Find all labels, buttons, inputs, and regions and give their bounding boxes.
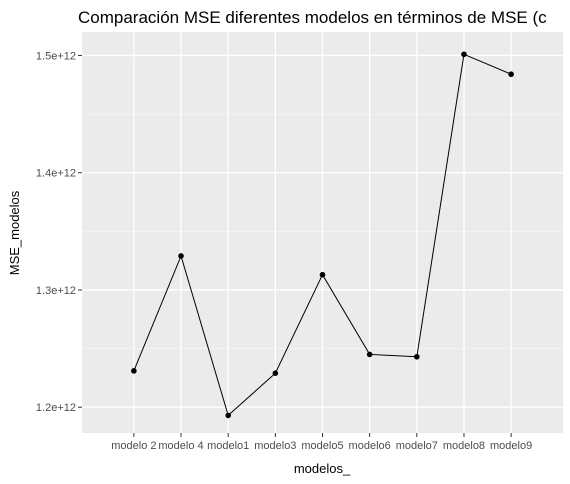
x-tick-label: modelo5 bbox=[301, 440, 343, 452]
data-point bbox=[414, 353, 420, 360]
x-tick-label: modelo7 bbox=[396, 440, 438, 452]
data-point bbox=[461, 51, 467, 58]
y-tick-label: 1.3e+12 bbox=[36, 285, 76, 297]
data-point bbox=[178, 253, 184, 259]
x-tick-label: modelo1 bbox=[207, 440, 249, 452]
y-tick-label: 1.5e+12 bbox=[36, 50, 76, 62]
x-tick-label: modelo 2 bbox=[111, 440, 156, 452]
y-axis-ticks: 1.2e+12 1.3e+12 1.4e+12 1.5e+12 bbox=[36, 50, 82, 414]
series-group bbox=[131, 51, 514, 419]
x-tick-label: modelo6 bbox=[349, 440, 391, 452]
x-tick-label: modelo9 bbox=[490, 440, 532, 452]
x-tick-label: modelo3 bbox=[254, 440, 296, 452]
data-point bbox=[366, 351, 373, 358]
x-tick-label: modelo 4 bbox=[158, 440, 203, 452]
data-point bbox=[131, 368, 137, 374]
y-tick-label: 1.4e+12 bbox=[36, 168, 76, 180]
data-point bbox=[319, 271, 326, 278]
major-gridlines bbox=[82, 32, 563, 433]
data-point bbox=[272, 370, 279, 377]
data-point bbox=[225, 412, 231, 419]
chart-title: Comparación MSE diferentes modelos en té… bbox=[78, 8, 547, 27]
y-axis-title: MSE_modelos bbox=[7, 190, 22, 275]
x-tick-label: modelo8 bbox=[443, 440, 485, 452]
data-point bbox=[508, 71, 514, 78]
x-axis-title: modelos_ bbox=[294, 461, 351, 476]
x-axis-ticks: modelo 2 modelo 4 modelo1 modelo3 modelo5 mod… bbox=[111, 433, 532, 452]
y-tick-label: 1.2e+12 bbox=[36, 402, 76, 414]
